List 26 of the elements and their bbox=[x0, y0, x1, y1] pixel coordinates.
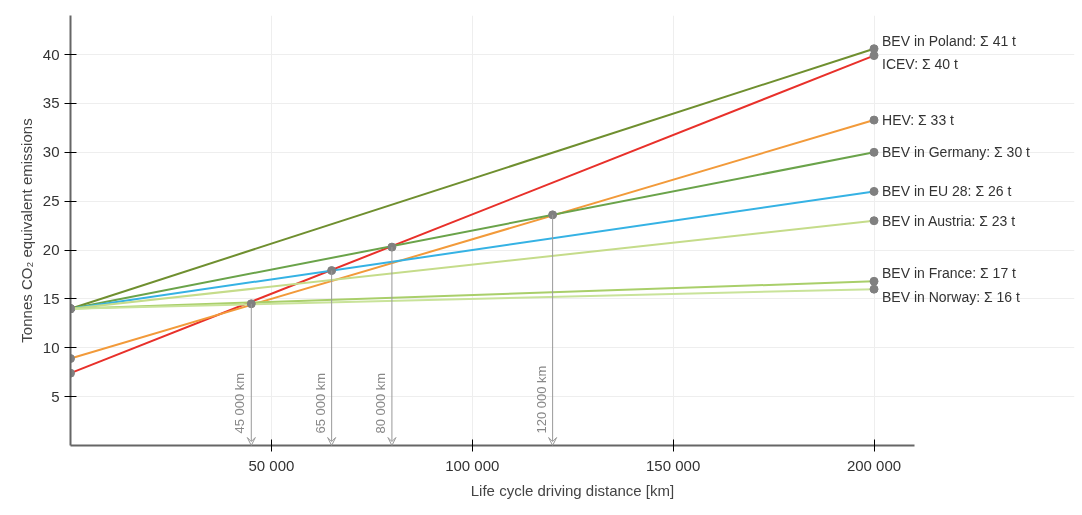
annotation: 65 000 km bbox=[312, 372, 328, 434]
x-tick-label: 200 000 bbox=[846, 456, 902, 474]
x-tick-label: 150 000 bbox=[646, 456, 701, 474]
y-tick-label: 10 bbox=[42, 338, 60, 356]
y-tick-label: 15 bbox=[42, 289, 60, 307]
annotation: 80 000 km bbox=[372, 372, 388, 434]
series-label: BEV in EU 28: Σ 26 t bbox=[882, 183, 1012, 200]
y-tick-label: 35 bbox=[42, 94, 60, 112]
y-tick-label: 25 bbox=[42, 192, 60, 210]
series-label: ICEV: Σ 40 t bbox=[882, 55, 958, 72]
y-tick-label: 30 bbox=[42, 143, 60, 161]
y-tick-label: 40 bbox=[42, 45, 60, 63]
x-axis-title: Life cycle driving distance [km] bbox=[470, 481, 675, 499]
annotation: 45 000 km bbox=[232, 372, 248, 434]
x-tick-label: 100 000 bbox=[445, 456, 500, 474]
series-label: BEV in Poland: Σ 41 t bbox=[882, 32, 1017, 49]
series-label: BEV in France: Σ 17 t bbox=[882, 265, 1017, 282]
series-label: BEV in Norway: Σ 16 t bbox=[882, 289, 1020, 306]
series-label: HEV: Σ 33 t bbox=[882, 112, 955, 129]
y-axis-title: Tonnes CO₂ equivalent emissions bbox=[17, 118, 35, 343]
series-label: BEV in Austria: Σ 23 t bbox=[882, 212, 1016, 229]
x-tick-label: 50 000 bbox=[248, 456, 295, 474]
annotation: 120 000 km bbox=[533, 365, 549, 434]
y-tick-label: 5 bbox=[51, 387, 60, 405]
y-tick-label: 20 bbox=[42, 241, 60, 259]
series-label: BEV in Germany: Σ 30 t bbox=[882, 144, 1031, 161]
